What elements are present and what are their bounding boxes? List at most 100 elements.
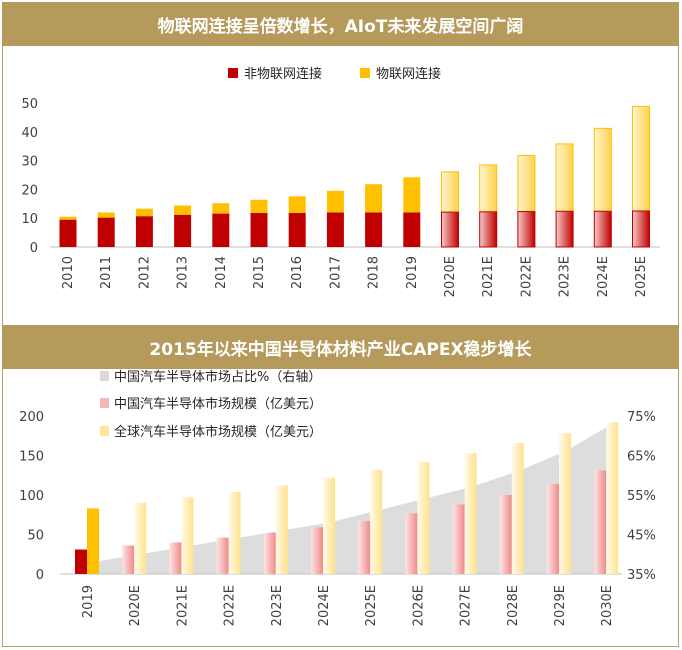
bar-iot xyxy=(212,203,230,214)
bar-global-market xyxy=(559,433,571,574)
bar-iot xyxy=(326,190,344,213)
bar-global-market xyxy=(275,485,288,574)
bar-non-iot-outline xyxy=(632,210,650,248)
y-left-tick-label: 50 xyxy=(27,529,44,544)
x-tick-label: 2016 xyxy=(290,256,305,289)
bar-non-iot xyxy=(556,211,574,247)
x-tick-label: 2012 xyxy=(137,256,152,289)
bar-global-market xyxy=(417,461,430,574)
bar-china-market xyxy=(75,549,87,574)
y-right-tick-label: 75% xyxy=(627,410,656,425)
bar-global-market xyxy=(181,497,194,574)
bar-non-iot xyxy=(97,217,115,247)
x-tick-label: 2022E xyxy=(223,585,238,626)
x-tick-label: 2028E xyxy=(506,585,521,626)
bar-non-iot xyxy=(479,211,497,247)
bar-non-iot xyxy=(250,213,268,247)
y-tick-label: 20 xyxy=(21,183,38,198)
bar-non-iot xyxy=(403,212,421,247)
bar-china-market xyxy=(594,470,607,574)
x-tick-label: 2014 xyxy=(214,256,229,289)
bar-china-market xyxy=(122,545,135,574)
x-tick-label: 2015 xyxy=(252,256,267,289)
bar-china-market xyxy=(311,527,323,574)
x-tick-label: 2017 xyxy=(328,256,343,289)
bar-non-iot-outline xyxy=(593,210,612,248)
bar-non-iot xyxy=(59,219,77,247)
bar-china-market xyxy=(263,532,276,574)
bar-iot xyxy=(59,216,77,220)
y-tick-label: 0 xyxy=(30,241,38,256)
bar-non-iot xyxy=(288,213,306,247)
bar-china-market xyxy=(499,495,512,574)
bar-non-iot xyxy=(517,211,535,247)
bar-iot xyxy=(403,177,421,213)
x-tick-label: 2018 xyxy=(367,256,382,289)
bar-global-market xyxy=(323,477,335,574)
legend-swatch-non-iot xyxy=(228,68,238,78)
bar-global-market xyxy=(87,508,99,574)
legend-swatch-1 xyxy=(100,398,109,408)
y-tick-label: 30 xyxy=(21,155,38,170)
bar-global-market xyxy=(464,453,477,574)
y-right-tick-label: 35% xyxy=(627,568,656,583)
bar-non-iot-outline xyxy=(441,211,459,248)
x-tick-label: 2021E xyxy=(481,256,496,297)
bar-iot xyxy=(135,208,153,217)
x-tick-label: 2011 xyxy=(99,256,114,289)
x-tick-label: 2025E xyxy=(634,256,649,297)
x-tick-label: 2019 xyxy=(405,256,420,289)
x-tick-label: 2025E xyxy=(364,585,379,626)
area-china-share xyxy=(93,423,613,574)
y-tick-label: 40 xyxy=(21,126,38,141)
bar-non-iot xyxy=(135,216,153,247)
x-tick-label: 2023E xyxy=(558,256,573,297)
bar-china-market xyxy=(169,542,182,574)
y-left-tick-label: 100 xyxy=(19,489,44,504)
x-tick-label: 2024E xyxy=(317,585,332,626)
bar-china-market xyxy=(452,504,465,574)
bar-non-iot xyxy=(594,211,612,247)
bar-china-market xyxy=(547,483,559,574)
bar-iot xyxy=(365,184,383,213)
bar-non-iot-outline xyxy=(517,211,536,248)
y-tick-label: 50 xyxy=(21,97,38,112)
bar-non-iot-outline xyxy=(479,211,498,248)
bar-global-market xyxy=(370,469,383,574)
x-tick-label: 2024E xyxy=(596,256,611,297)
y-left-tick-label: 200 xyxy=(19,410,44,425)
y-right-tick-label: 55% xyxy=(627,489,656,504)
legend-label-0: 中国汽车半导体市场占比%（右轴） xyxy=(114,369,321,385)
y-left-tick-label: 150 xyxy=(19,450,44,465)
x-tick-label: 2021E xyxy=(175,585,190,626)
x-tick-label: 2027E xyxy=(459,585,474,626)
x-tick-label: 2013 xyxy=(176,256,191,289)
bar-non-iot-outline xyxy=(555,210,574,248)
x-tick-label: 2030E xyxy=(600,585,615,626)
bar-global-market xyxy=(134,502,147,574)
x-tick-label: 2020E xyxy=(128,585,143,626)
bar-iot xyxy=(288,196,306,214)
legend-label-1: 中国汽车半导体市场规模（亿美元） xyxy=(114,396,322,412)
bar-iot xyxy=(97,212,115,218)
x-tick-label: 2026E xyxy=(411,585,426,626)
y-right-tick-label: 45% xyxy=(627,529,656,544)
bar-china-market xyxy=(405,513,418,574)
panel1-title: 物联网连接呈倍数增长，AIoT未来发展空间广阔 xyxy=(2,2,679,46)
bar-iot xyxy=(174,205,192,215)
y-tick-label: 10 xyxy=(21,212,38,227)
bar-non-iot xyxy=(365,212,383,247)
x-tick-label: 2022E xyxy=(519,256,534,297)
x-tick-label: 2023E xyxy=(270,585,285,626)
legend-swatch-iot xyxy=(360,68,370,78)
y-right-tick-label: 65% xyxy=(627,450,656,465)
bar-iot xyxy=(250,199,268,214)
x-tick-label: 2019 xyxy=(81,585,96,618)
y-left-tick-label: 0 xyxy=(36,568,44,583)
bar-china-market xyxy=(216,537,229,574)
bar-non-iot xyxy=(174,214,192,247)
bar-non-iot xyxy=(632,211,650,247)
bar-global-market xyxy=(606,422,619,574)
